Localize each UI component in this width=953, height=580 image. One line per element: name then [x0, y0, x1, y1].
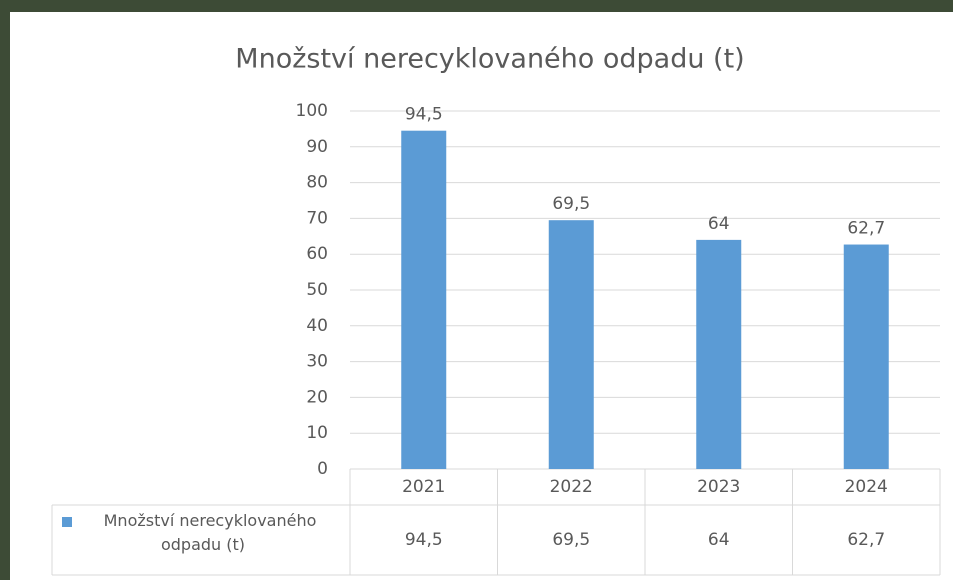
- table-value: 62,7: [847, 530, 885, 550]
- bar: [401, 130, 447, 469]
- table-value: 69,5: [552, 530, 590, 550]
- legend-box: Množství nerecyklovaného odpadu (t): [103, 511, 317, 554]
- y-tick-label: 70: [306, 208, 328, 228]
- data-label: 62,7: [847, 219, 885, 239]
- x-tick-label: 2023: [697, 477, 740, 497]
- bar: [696, 239, 742, 469]
- chart-title: Množství nerecyklovaného odpadu (t): [235, 44, 744, 75]
- y-tick-label: 30: [306, 352, 328, 372]
- bar: [843, 244, 889, 469]
- legend-swatch: [62, 517, 72, 527]
- y-tick-label: 0: [317, 459, 328, 479]
- x-tick-label: 2022: [550, 477, 593, 497]
- y-tick-label: 40: [306, 316, 328, 336]
- x-tick-label: 2024: [845, 477, 888, 497]
- data-label: 94,5: [405, 105, 443, 125]
- chart-panel: [10, 12, 953, 580]
- y-tick-label: 80: [306, 173, 328, 193]
- table-value: 94,5: [405, 530, 443, 550]
- table-value: 64: [708, 530, 730, 550]
- legend-label: Množství nerecyklovaného odpadu (t): [103, 511, 317, 554]
- y-tick-label: 100: [296, 101, 328, 121]
- data-label: 69,5: [552, 194, 590, 214]
- y-tick-label: 10: [306, 423, 328, 443]
- bar: [548, 220, 594, 469]
- y-tick-label: 60: [306, 244, 328, 264]
- data-label: 64: [708, 214, 730, 234]
- y-tick-label: 20: [306, 387, 328, 407]
- y-tick-label: 50: [306, 280, 328, 300]
- x-tick-label: 2021: [402, 477, 445, 497]
- y-tick-label: 90: [306, 137, 328, 157]
